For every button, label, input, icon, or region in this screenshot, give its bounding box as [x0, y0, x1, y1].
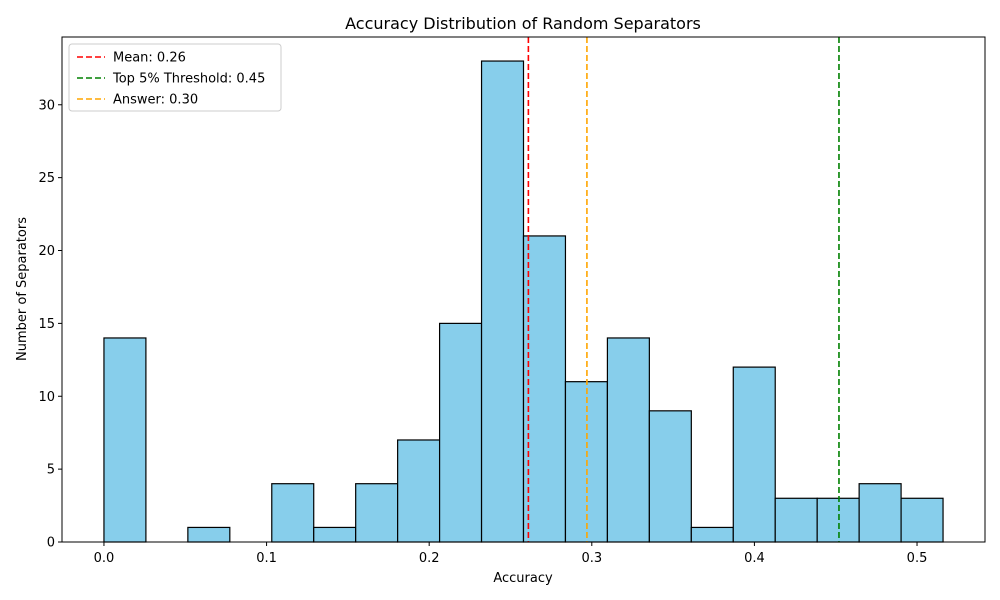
- legend-label: Answer: 0.30: [113, 93, 198, 108]
- histogram-bars: [103, 60, 944, 543]
- y-tick-label: 30: [38, 98, 55, 113]
- x-axis: 0.0 0.1 0.2 0.3 0.4 0.5: [94, 542, 928, 566]
- x-tick-label: 0.0: [94, 551, 115, 566]
- y-tick-label: 25: [38, 171, 55, 186]
- histogram-bar: [732, 366, 776, 543]
- histogram-bar: [355, 483, 399, 543]
- legend-box: [68, 43, 282, 112]
- x-tick-label: 0.5: [907, 551, 928, 566]
- x-tick-label: 0.4: [744, 551, 765, 566]
- x-tick-label: 0.1: [256, 551, 277, 566]
- legend-label: Mean: 0.26: [113, 51, 186, 66]
- y-tick-label: 5: [47, 463, 55, 478]
- y-tick-label: 15: [38, 317, 55, 332]
- histogram-bar: [690, 526, 734, 543]
- legend: Mean: 0.26 Top 5% Threshold: 0.45 Answer: …: [68, 43, 282, 112]
- histogram-bar: [900, 497, 944, 543]
- histogram-bar: [103, 337, 147, 543]
- y-axis-label: Number of Separators: [15, 217, 30, 361]
- histogram-bar: [313, 526, 357, 543]
- chart-title: Accuracy Distribution of Random Separato…: [345, 14, 701, 33]
- histogram-bar: [858, 483, 902, 543]
- histogram-bar: [774, 497, 818, 543]
- y-tick-label: 10: [38, 390, 55, 405]
- histogram-bar: [648, 410, 692, 543]
- histogram-bar: [271, 483, 315, 543]
- y-tick-label: 0: [47, 536, 55, 551]
- x-tick-label: 0.2: [419, 551, 440, 566]
- histogram-bar: [397, 439, 441, 543]
- y-axis: 0 5 10 15 20 25 30: [38, 98, 62, 551]
- histogram-bar: [606, 337, 650, 543]
- histogram-bar: [522, 235, 567, 543]
- legend-label: Top 5% Threshold: 0.45: [112, 72, 265, 87]
- histogram-bar: [438, 322, 483, 543]
- plot-frame: [61, 36, 986, 543]
- histogram-bar: [480, 60, 525, 543]
- y-tick-label: 20: [38, 244, 55, 259]
- reference-lines: [527, 37, 840, 542]
- histogram-bar: [816, 497, 860, 543]
- x-tick-label: 0.3: [581, 551, 602, 566]
- histogram-bar: [187, 526, 231, 543]
- x-axis-label: Accuracy: [493, 571, 553, 586]
